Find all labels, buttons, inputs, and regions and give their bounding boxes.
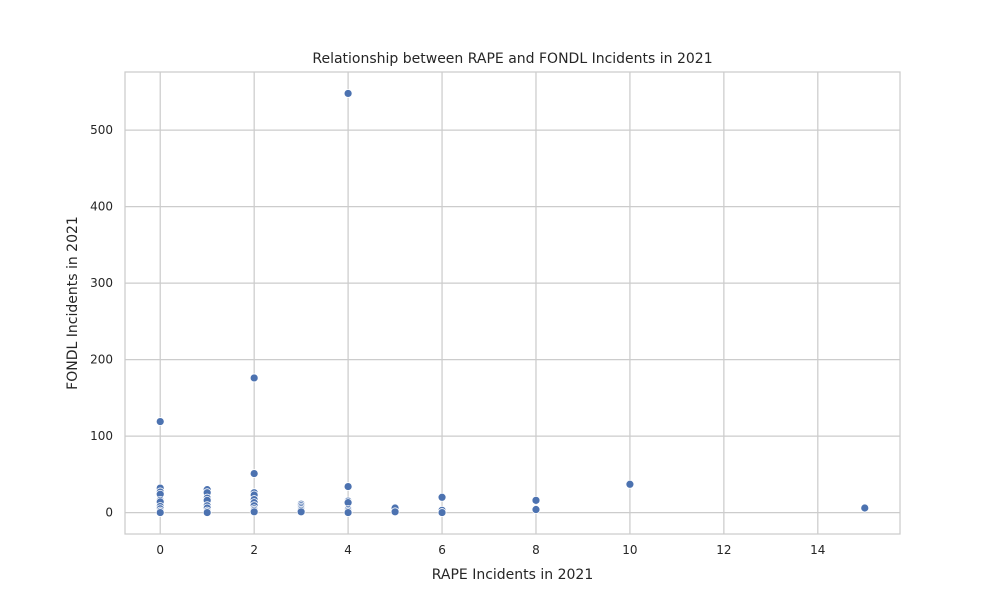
x-tick-labels: 0 2 4 6 8 10 12 14 — [156, 543, 825, 557]
y-tick-label: 300 — [90, 276, 113, 290]
y-tick-label: 200 — [90, 353, 113, 367]
data-point — [531, 505, 541, 514]
data-point — [343, 508, 353, 517]
x-tick-label: 0 — [156, 543, 164, 557]
grid-lines — [125, 72, 900, 534]
data-point — [343, 482, 353, 491]
x-axis-label: RAPE Incidents in 2021 — [432, 567, 594, 583]
y-axis-label: FONDL Incidents in 2021 — [65, 216, 81, 390]
data-point — [296, 507, 306, 517]
x-tick-label: 6 — [438, 543, 446, 557]
x-tick-label: 12 — [716, 543, 731, 557]
data-point — [860, 503, 870, 513]
data-point — [249, 373, 259, 383]
chart-title: Relationship between RAPE and FONDL Inci… — [312, 51, 712, 67]
data-point — [249, 469, 259, 478]
data-point — [202, 508, 212, 517]
y-tick-label: 100 — [90, 429, 113, 443]
data-point — [437, 492, 447, 502]
data-point — [249, 507, 259, 517]
y-tick-labels: 0 100 200 300 400 500 — [90, 123, 113, 519]
x-tick-label: 8 — [532, 543, 540, 557]
data-points — [155, 89, 870, 517]
x-tick-label: 14 — [810, 543, 825, 557]
y-tick-label: 400 — [90, 200, 113, 214]
y-tick-label: 500 — [90, 123, 113, 137]
plot-area-frame — [124, 71, 901, 535]
data-point — [155, 508, 165, 517]
y-tick-label: 0 — [105, 506, 113, 520]
data-point — [155, 417, 165, 426]
data-point — [437, 508, 447, 517]
x-tick-label: 10 — [622, 543, 637, 557]
data-point — [531, 495, 541, 505]
x-tick-label: 2 — [250, 543, 258, 557]
data-point — [625, 479, 635, 489]
data-point — [343, 89, 353, 98]
data-point — [390, 507, 400, 517]
x-tick-label: 4 — [344, 543, 352, 557]
